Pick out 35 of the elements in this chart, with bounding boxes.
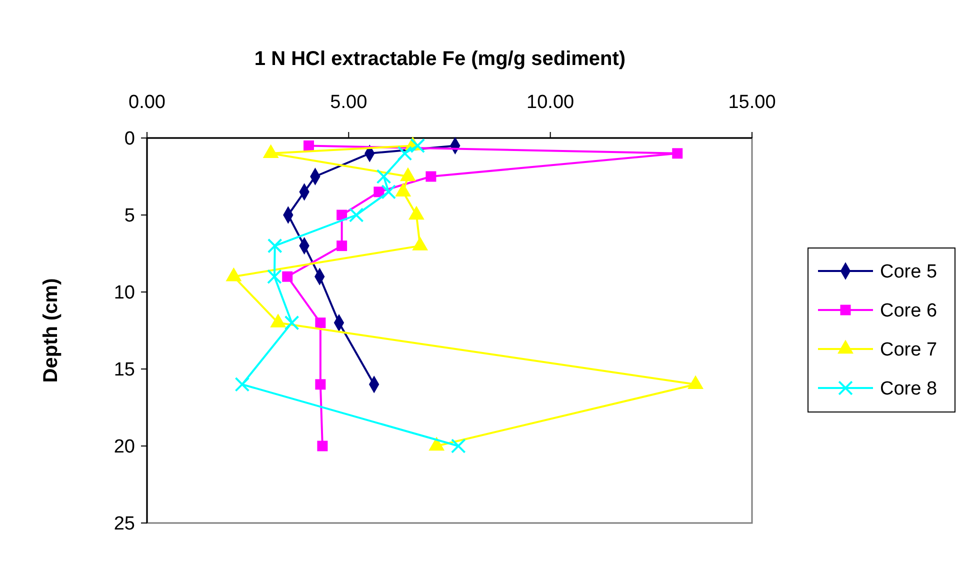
y-axis-title: Depth (cm) <box>40 278 62 383</box>
point <box>234 376 250 392</box>
point <box>317 440 328 452</box>
point <box>426 171 436 182</box>
point <box>376 169 392 184</box>
point <box>410 138 426 154</box>
y-tick-label: 10 <box>114 282 135 304</box>
y-tick-label: 15 <box>114 360 135 381</box>
x-tick-label: 15.00 <box>728 92 776 113</box>
point <box>315 379 326 390</box>
point <box>303 140 314 151</box>
point <box>450 438 466 454</box>
point <box>336 240 348 252</box>
y-tick-label: 5 <box>124 206 135 227</box>
legend-label: Core 5 <box>880 262 938 283</box>
x-tick-label: 10.00 <box>526 92 574 113</box>
point <box>348 208 364 222</box>
y-tick-label: 20 <box>114 436 135 458</box>
point <box>397 146 412 161</box>
point <box>374 186 384 198</box>
point <box>267 269 282 284</box>
legend-label: Core 8 <box>880 378 938 400</box>
y-tick-label: 25 <box>114 514 135 535</box>
y-tick-label: 0 <box>124 128 135 150</box>
point <box>381 184 396 200</box>
legend-label: Core 6 <box>880 300 938 322</box>
point <box>284 315 300 330</box>
chart-title: 1 N HCl extractable Fe (mg/g sediment) <box>254 48 626 70</box>
legend-label: Core 7 <box>880 340 938 361</box>
point <box>672 148 683 159</box>
point <box>267 238 282 254</box>
x-tick-label: 0.00 <box>128 92 166 113</box>
point <box>315 318 326 328</box>
point <box>282 271 293 282</box>
x-tick-label: 5.00 <box>330 92 368 113</box>
